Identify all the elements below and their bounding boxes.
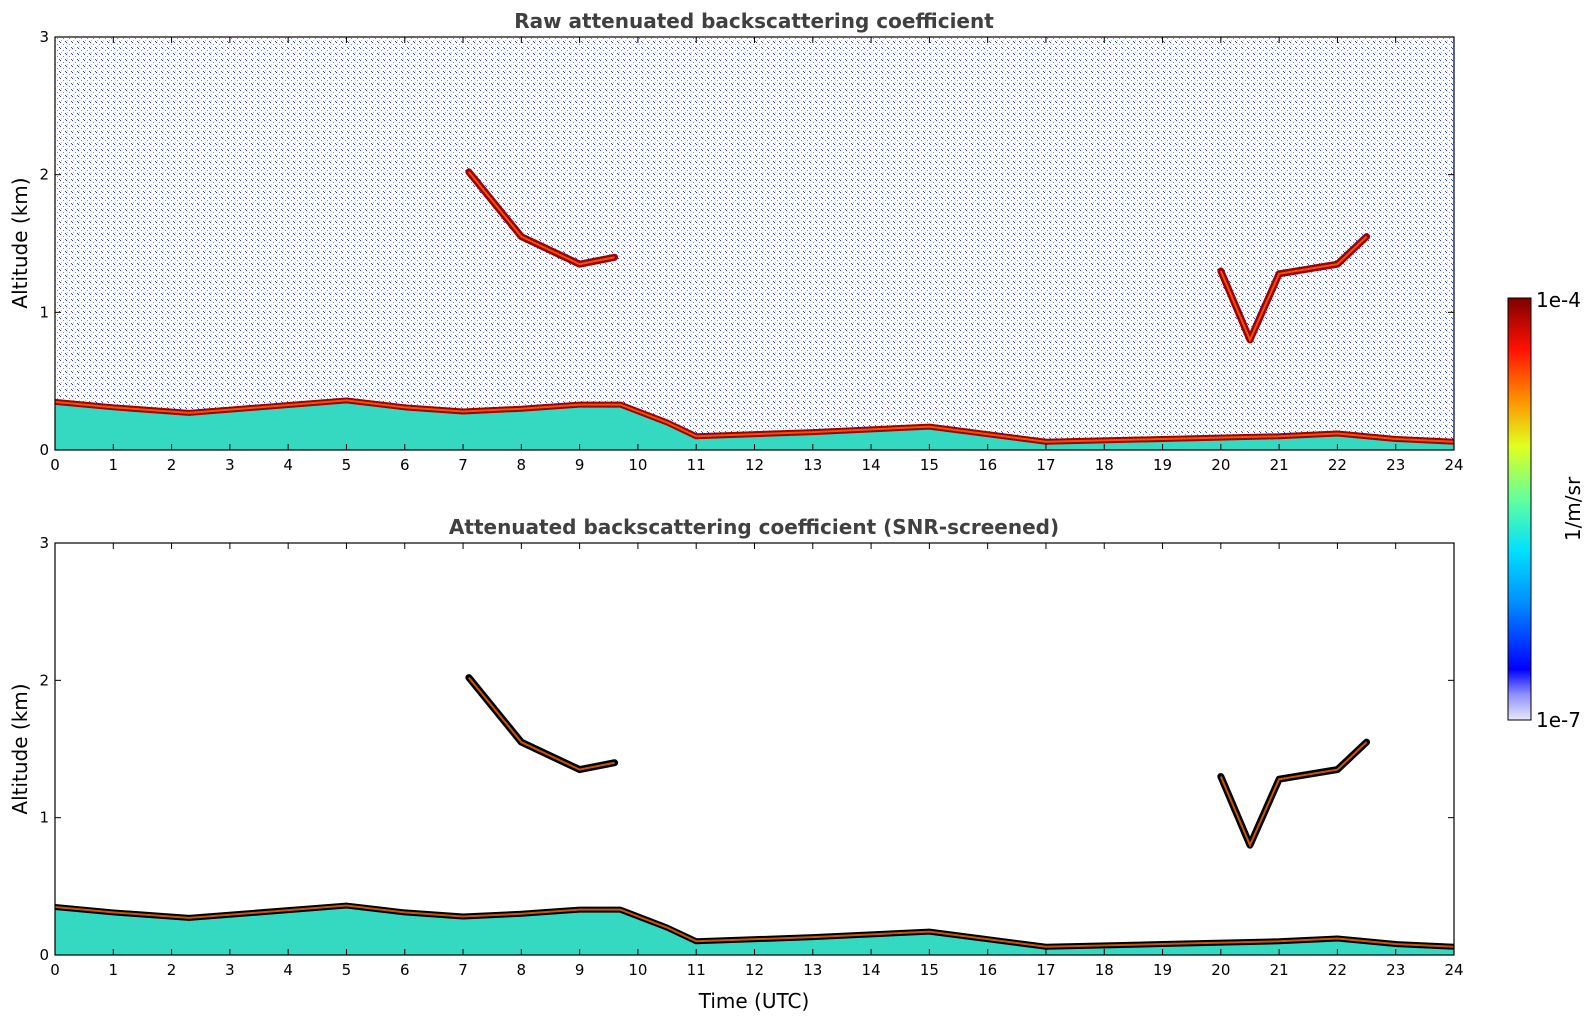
plot-background [55, 543, 1454, 955]
x-tick-label: 18 [1095, 456, 1114, 474]
y-tick-label: 1 [39, 303, 49, 321]
panel-screened: Attenuated backscattering coefficient (S… [8, 515, 1464, 1013]
panel-screened-plot-area [55, 543, 1454, 955]
x-tick-label: 24 [1444, 961, 1463, 979]
colorbar-min-label: 1e-7 [1536, 708, 1581, 732]
x-tick-label: 4 [283, 961, 293, 979]
x-tick-label: 23 [1386, 961, 1405, 979]
x-tick-label: 18 [1095, 961, 1114, 979]
colorbar-max-label: 1e-4 [1536, 288, 1581, 312]
aerosol-layer [55, 400, 1454, 450]
panel-raw-ylabel: Altitude (km) [8, 177, 32, 308]
x-tick-label: 3 [225, 961, 235, 979]
boundary-layer-edge [55, 904, 1454, 948]
y-tick-label: 0 [39, 946, 49, 964]
x-tick-label: 16 [978, 456, 997, 474]
x-tick-label: 7 [458, 961, 468, 979]
panel-raw-title: Raw attenuated backscattering coefficien… [514, 9, 994, 33]
y-tick-label: 2 [39, 166, 49, 184]
panel-screened-ylabel: Altitude (km) [8, 683, 32, 814]
x-tick-label: 12 [745, 456, 764, 474]
x-tick-label: 20 [1211, 456, 1230, 474]
x-tick-label: 15 [920, 456, 939, 474]
x-tick-label: 4 [283, 456, 293, 474]
x-tick-label: 10 [628, 456, 647, 474]
panel-screened-x-ticks: 0 1 2 3 4 5 6 7 8 9 10 11 12 13 14 15 16 17 18 19 20 21 22 23 24 [50, 543, 1464, 979]
y-tick-label: 3 [39, 28, 49, 46]
x-tick-label: 0 [50, 456, 60, 474]
plot-background [55, 37, 1454, 450]
y-tick-label: 1 [39, 809, 49, 827]
boundary-layer-edge [55, 399, 1454, 443]
colorbar-unit-label: 1/m/sr [1561, 476, 1585, 541]
colorbar: 1e-4 1e-7 1/m/sr [1507, 288, 1585, 732]
x-tick-label: 8 [517, 456, 527, 474]
x-tick-label: 21 [1270, 961, 1289, 979]
x-tick-label: 5 [342, 456, 352, 474]
y-tick-label: 3 [39, 534, 49, 552]
x-tick-label: 9 [575, 961, 585, 979]
x-tick-label: 22 [1328, 961, 1347, 979]
x-tick-label: 15 [920, 961, 939, 979]
cloud-layer-edge [1219, 741, 1368, 848]
x-tick-label: 21 [1270, 456, 1289, 474]
x-tick-label: 14 [862, 961, 881, 979]
panel-raw-x-ticks: 0 1 2 3 4 5 6 7 8 9 10 11 12 13 14 15 16 17 18 19 20 21 22 23 24 [50, 37, 1464, 474]
aerosol-layer [55, 905, 1454, 955]
x-tick-label: 9 [575, 456, 585, 474]
x-axis-label: Time (UTC) [698, 989, 810, 1013]
panel-screened-y-ticks: 0 1 2 3 [39, 534, 1454, 964]
x-tick-label: 8 [517, 961, 527, 979]
x-tick-label: 10 [628, 961, 647, 979]
x-tick-label: 6 [400, 456, 410, 474]
x-tick-label: 3 [225, 456, 235, 474]
panel-raw: Raw attenuated backscattering coefficien… [8, 9, 1464, 474]
x-tick-label: 1 [109, 961, 119, 979]
x-tick-label: 20 [1211, 961, 1230, 979]
x-tick-label: 13 [803, 456, 822, 474]
x-tick-label: 19 [1153, 961, 1172, 979]
x-tick-label: 11 [687, 456, 706, 474]
x-tick-label: 0 [50, 961, 60, 979]
y-tick-label: 0 [39, 441, 49, 459]
x-tick-label: 22 [1328, 456, 1347, 474]
x-tick-label: 17 [1036, 456, 1055, 474]
x-tick-label: 12 [745, 961, 764, 979]
y-tick-label: 2 [39, 671, 49, 689]
x-tick-label: 23 [1386, 456, 1405, 474]
panel-raw-y-ticks: 0 1 2 3 [39, 28, 1454, 459]
cloud-layer-edge [1219, 235, 1368, 343]
x-tick-label: 11 [687, 961, 706, 979]
x-tick-label: 5 [342, 961, 352, 979]
x-tick-label: 7 [458, 456, 468, 474]
x-tick-label: 19 [1153, 456, 1172, 474]
x-tick-label: 2 [167, 456, 177, 474]
panel-screened-title: Attenuated backscattering coefficient (S… [449, 515, 1059, 539]
x-tick-label: 17 [1036, 961, 1055, 979]
colorbar-gradient [1507, 297, 1532, 721]
x-tick-label: 16 [978, 961, 997, 979]
x-tick-label: 24 [1444, 456, 1463, 474]
cloud-layer-edge [468, 676, 615, 771]
x-tick-label: 14 [862, 456, 881, 474]
panel-raw-plot-area [55, 37, 1454, 450]
cloud-layer-edge [468, 171, 615, 266]
x-tick-label: 2 [167, 961, 177, 979]
x-tick-label: 6 [400, 961, 410, 979]
x-tick-label: 13 [803, 961, 822, 979]
x-tick-label: 1 [109, 456, 119, 474]
